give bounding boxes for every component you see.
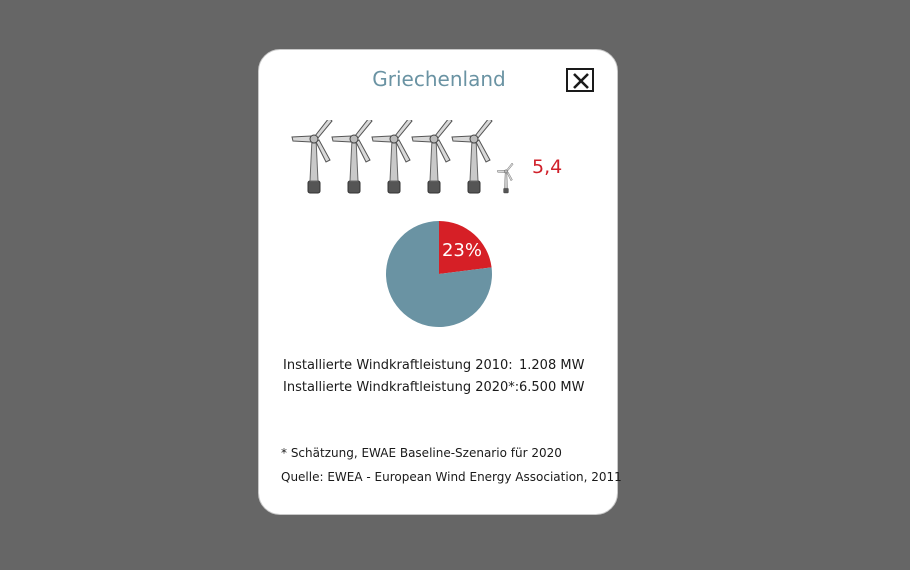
- pie-data-label: 23%: [442, 240, 482, 261]
- close-x-icon: [573, 73, 589, 89]
- popup-title: Griechenland: [372, 67, 506, 91]
- pie-slice-share: [439, 221, 492, 274]
- wind-turbine-icon: [496, 162, 514, 194]
- pie-slice-rest: [386, 221, 492, 327]
- wind-turbine-icon: [411, 120, 453, 194]
- stat-value-2010: 1.208 MW: [519, 358, 585, 373]
- close-button[interactable]: [566, 68, 594, 92]
- country-popup: Griechenland 5,4 23% Installierte Windkr…: [258, 49, 622, 515]
- stat-row-2020: Installierte Windkraftleistung 2020*: 6.…: [283, 377, 589, 399]
- wind-turbine-icon: [331, 120, 373, 194]
- stat-row-2010: Installierte Windkraftleistung 2010: 1.2…: [283, 355, 589, 377]
- turbine-icons: [291, 120, 514, 194]
- wind-turbine-icon: [291, 120, 333, 194]
- wind-turbine-icon: [371, 120, 413, 194]
- stat-value-2020: 6.500 MW: [519, 380, 585, 395]
- share-pie-chart: 23%: [386, 221, 492, 327]
- footnote: * Schätzung, EWAE Baseline-Szenario für …: [281, 446, 562, 460]
- wind-turbine-icon: [451, 120, 493, 194]
- stat-label-2020: Installierte Windkraftleistung 2020*:: [283, 380, 520, 395]
- turbine-ratio-value: 5,4: [532, 156, 563, 178]
- source-note: Quelle: EWEA - European Wind Energy Asso…: [281, 470, 622, 484]
- stat-label-2010: Installierte Windkraftleistung 2010:: [283, 358, 513, 373]
- capacity-stats: Installierte Windkraftleistung 2010: 1.2…: [283, 355, 589, 399]
